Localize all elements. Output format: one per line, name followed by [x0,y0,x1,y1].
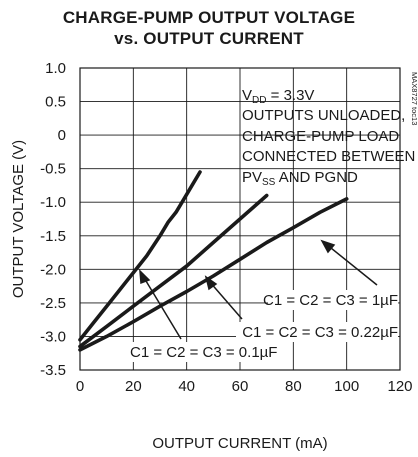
label-bg-022uf [236,322,398,342]
y-axis-label: OUTPUT VOLTAGE (V) [10,140,27,298]
y-tick-label: -0.5 [40,161,66,178]
x-tick-label: 80 [285,378,302,395]
y-tick-label: 0 [58,127,66,144]
annotation-line-4: CONNECTED BETWEEN [242,148,415,165]
arrow-head-022uf [204,275,218,291]
arrow-line-1uf [325,243,378,286]
annotation-line-3: CHARGE-PUMP LOAD [242,128,399,145]
y-tick-label: -2.5 [40,295,66,312]
x-axis-label: OUTPUT CURRENT (mA) [152,435,327,452]
chart-title-line-2: vs. OUTPUT CURRENT [114,29,304,48]
series-line-1 [78,193,269,349]
y-tick-label: -2.0 [40,261,66,278]
chart-title-line-1: CHARGE-PUMP OUTPUT VOLTAGE [62,8,356,27]
series-line-2 [78,197,349,352]
grid [80,68,400,370]
x-tick-label: 20 [125,378,142,395]
x-tick-label: 120 [387,378,412,395]
x-tick-label: 40 [178,378,195,395]
arrow-line-01uf [142,275,182,340]
plot-frame [79,67,401,371]
arrow-head-1uf [320,239,336,254]
label-bg-01uf [128,342,276,362]
label-bg-1uf [268,290,398,310]
curve-label-1uf: C1 = C2 = C3 = 1µF [263,292,398,309]
annotation-vdd: VDD = 3.3V [242,87,314,106]
arrow-line-022uf [208,280,243,320]
arrow-head-01uf [139,269,151,285]
y-tick-label: 0.5 [45,94,66,111]
x-tick-label: 60 [232,378,249,395]
side-code: MAX8727 toc13 [410,72,418,125]
tick-labels: 0 20 40 60 80 100 120 1.0 0.5 0 -0.5 -1.0 -1.5 -2.0 -2… [40,60,412,395]
y-tick-label: -3.0 [40,328,66,345]
curve-label-022uf: C1 = C2 = C3 = 0.22µF [242,324,398,341]
curve-label-01uf: C1 = C2 = C3 = 0.1µF [130,344,277,361]
y-tick-label: 1.0 [45,60,66,77]
y-tick-label: -1.5 [40,228,66,245]
annotation-pvss: PVSS AND PGND [242,169,358,188]
series-lines [78,170,349,352]
x-tick-label: 100 [334,378,359,395]
series-line-0 [78,170,202,342]
annotation-line-2: OUTPUTS UNLOADED, [242,107,405,124]
y-tick-label: -1.0 [40,194,66,211]
y-tick-label: -3.5 [40,362,66,379]
x-tick-label: 0 [76,378,84,395]
